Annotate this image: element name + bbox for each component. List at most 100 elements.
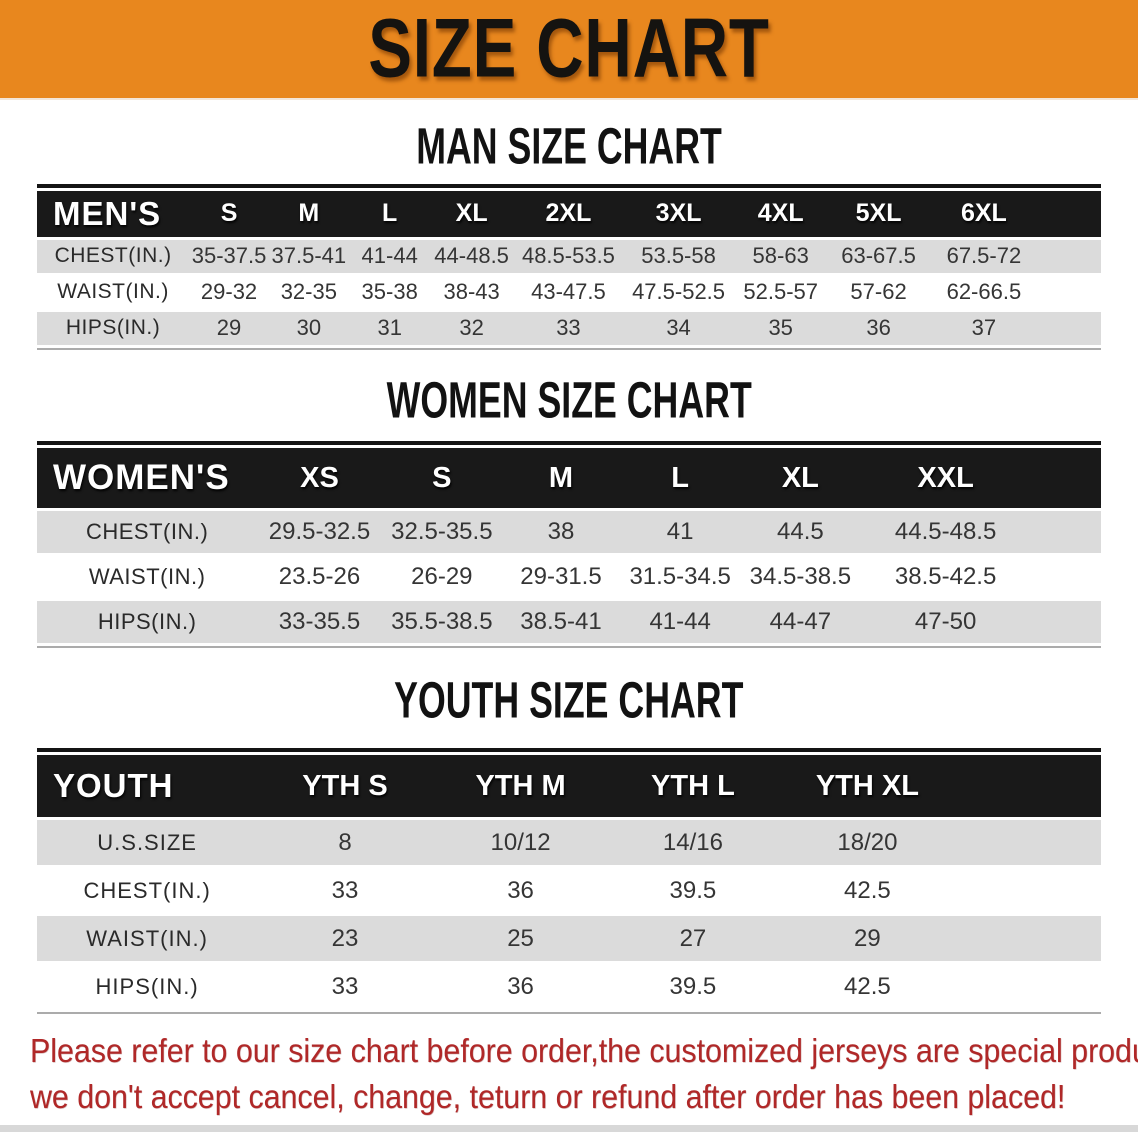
size-cell: 32.5-35.5	[381, 511, 502, 554]
row-label: CHEST(IN.)	[37, 239, 190, 273]
size-cell: 42.5	[777, 868, 958, 914]
youth-section: YOUTH SIZE CHART	[0, 671, 1138, 729]
men-hips-row: HIPS(IN.) 29 30 31 32 33 34 35 36 37	[37, 311, 1101, 345]
size-cell: 58-63	[732, 239, 829, 273]
size-cell: 35.5-38.5	[381, 601, 502, 644]
size-cell: 67.5-72	[928, 239, 1040, 273]
spacer-cell	[957, 964, 1101, 1010]
men-col-header: 4XL	[732, 190, 829, 237]
women-section-title: WOMEN SIZE CHART	[386, 370, 752, 428]
size-cell: 42.5	[777, 964, 958, 1010]
size-cell: 48.5-53.5	[512, 239, 625, 273]
size-cell: 35	[732, 311, 829, 345]
spacer-cell	[1030, 511, 1101, 554]
men-col-header: 5XL	[828, 190, 929, 237]
women-size-table: WOMEN'S XS S M L XL XXL CHEST(IN.) 29.5-…	[37, 441, 1101, 649]
men-col-header: S	[189, 190, 269, 237]
size-cell: 35-38	[348, 275, 431, 309]
spacer-cell	[1030, 556, 1101, 599]
youth-col-header: YTH M	[432, 755, 609, 818]
size-cell: 29	[777, 916, 958, 962]
men-waist-row: WAIST(IN.) 29-32 32-35 35-38 38-43 43-47…	[37, 275, 1101, 309]
size-cell: 33-35.5	[257, 601, 382, 644]
men-col-header: 3XL	[624, 190, 733, 237]
size-cell: 52.5-57	[732, 275, 829, 309]
spacer-cell	[957, 820, 1101, 866]
size-cell: 25	[432, 916, 609, 962]
women-col-header: XXL	[860, 448, 1031, 509]
size-cell: 53.5-58	[624, 239, 733, 273]
youth-ussize-row: U.S.SIZE 8 10/12 14/16 18/20	[37, 820, 1101, 866]
spacer-cell	[1039, 239, 1101, 273]
size-cell: 33	[512, 311, 625, 345]
men-table-label: MEN'S	[37, 190, 190, 237]
size-cell: 44-47	[740, 601, 861, 644]
spacer-cell	[1039, 190, 1101, 237]
youth-waist-row: WAIST(IN.) 23 25 27 29	[37, 916, 1101, 962]
size-cell: 34	[624, 311, 733, 345]
men-col-header: 2XL	[512, 190, 625, 237]
youth-chest-row: CHEST(IN.) 33 36 39.5 42.5	[37, 868, 1101, 914]
women-header-row: WOMEN'S XS S M L XL XXL	[37, 448, 1101, 509]
row-label: HIPS(IN.)	[37, 964, 258, 1010]
spacer-cell	[1030, 601, 1101, 644]
women-section: WOMEN SIZE CHART	[0, 370, 1138, 428]
youth-col-header: YTH L	[608, 755, 778, 818]
size-cell: 14/16	[608, 820, 778, 866]
size-cell: 63-67.5	[828, 239, 929, 273]
size-cell: 33	[257, 868, 433, 914]
size-cell: 39.5	[608, 868, 778, 914]
size-cell: 31.5-34.5	[620, 556, 741, 599]
size-cell: 44.5-48.5	[860, 511, 1031, 554]
spacer-cell	[957, 916, 1101, 962]
spacer-cell	[957, 868, 1101, 914]
size-cell: 33	[257, 964, 433, 1010]
youth-col-header: YTH XL	[777, 755, 958, 818]
women-col-header: S	[381, 448, 502, 509]
page-title: SIZE CHART	[368, 2, 770, 95]
men-col-header: L	[348, 190, 431, 237]
size-cell: 39.5	[608, 964, 778, 1010]
size-cell: 44-48.5	[430, 239, 513, 273]
youth-hips-row: HIPS(IN.) 33 36 39.5 42.5	[37, 964, 1101, 1010]
size-cell: 23	[257, 916, 433, 962]
spacer-cell	[1039, 275, 1101, 309]
youth-section-title: YOUTH SIZE CHART	[394, 671, 744, 729]
women-col-header: XL	[740, 448, 861, 509]
size-cell: 44.5	[740, 511, 861, 554]
size-cell: 34.5-38.5	[740, 556, 861, 599]
disclaimer-line-1: Please refer to our size chart before or…	[30, 1032, 1138, 1070]
men-col-header: XL	[430, 190, 513, 237]
spacer-cell	[1039, 311, 1101, 345]
size-cell: 38	[501, 511, 621, 554]
size-cell: 38-43	[430, 275, 513, 309]
youth-table-label: YOUTH	[37, 755, 258, 818]
men-chest-row: CHEST(IN.) 35-37.5 37.5-41 41-44 44-48.5…	[37, 239, 1101, 273]
size-cell: 29-31.5	[501, 556, 621, 599]
size-cell: 18/20	[777, 820, 958, 866]
row-label: WAIST(IN.)	[37, 275, 190, 309]
size-cell: 29.5-32.5	[257, 511, 382, 554]
size-cell: 8	[257, 820, 433, 866]
size-cell: 41	[620, 511, 741, 554]
youth-col-header: YTH S	[257, 755, 433, 818]
size-cell: 29	[189, 311, 269, 345]
size-cell: 41-44	[348, 239, 431, 273]
row-label: WAIST(IN.)	[37, 916, 258, 962]
women-col-header: XS	[257, 448, 382, 509]
women-chest-row: CHEST(IN.) 29.5-32.5 32.5-35.5 38 41 44.…	[37, 511, 1101, 554]
size-cell: 43-47.5	[512, 275, 625, 309]
size-cell: 62-66.5	[928, 275, 1040, 309]
women-col-header: L	[620, 448, 741, 509]
spacer-cell	[1030, 448, 1101, 509]
disclaimer-line-2: we don't accept cancel, change, teturn o…	[30, 1077, 1066, 1115]
size-cell: 41-44	[620, 601, 741, 644]
size-cell: 36	[432, 868, 609, 914]
men-size-table: MEN'S S M L XL 2XL 3XL 4XL 5XL 6XL CHEST…	[37, 183, 1101, 350]
size-cell: 38.5-41	[501, 601, 621, 644]
size-cell: 37.5-41	[268, 239, 349, 273]
size-cell: 47-50	[860, 601, 1031, 644]
men-section-title: MAN SIZE CHART	[416, 116, 722, 175]
women-col-header: M	[501, 448, 621, 509]
women-table-label: WOMEN'S	[37, 448, 258, 509]
